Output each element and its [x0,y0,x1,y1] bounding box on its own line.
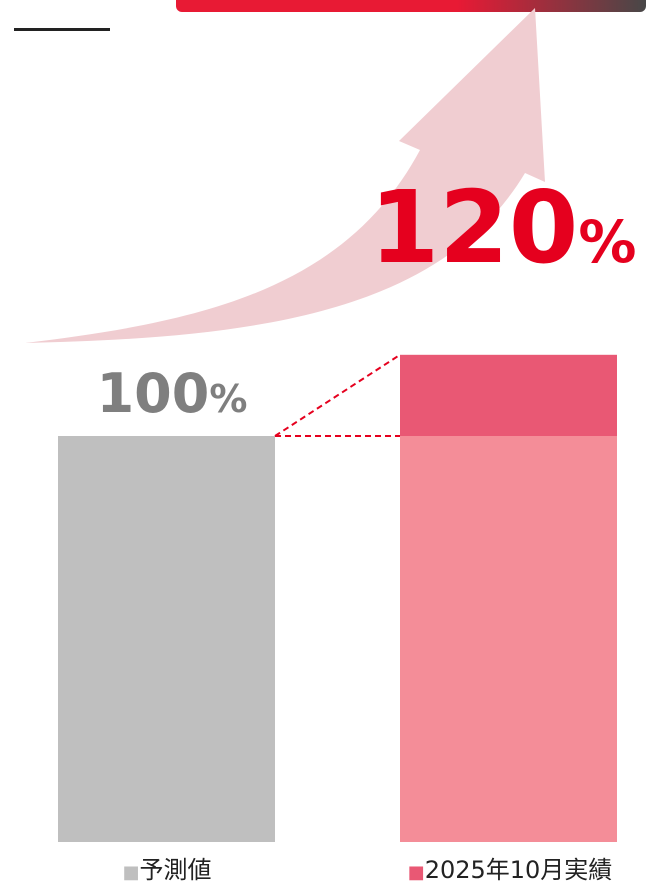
legend-layer: ■予測値 ■2025年10月実績 [122,856,612,884]
cropped-header-underline [14,28,110,31]
data-label-forecast: 100% [97,362,248,425]
bar-actual-base [400,436,617,842]
cropped-header [0,0,653,40]
bar-forecast [58,436,275,842]
bars-layer [58,354,617,842]
data-labels-layer: 100%120% [97,169,637,425]
data-label-unit: % [209,377,247,421]
legend-marker-icon: ■ [408,862,425,883]
connector-layer [274,353,401,437]
legend-marker-icon: ■ [122,862,139,883]
cropped-header-headline [176,0,646,12]
category-text: 予測値 [140,856,212,884]
data-label-value: 100 [97,362,210,425]
data-label-value: 120 [370,169,579,286]
category-label-forecast: ■予測値 [122,856,211,884]
upward-trend-arrow-icon [25,8,545,343]
category-label-actual: ■2025年10月実績 [408,856,613,884]
connector-increase-line [274,353,401,437]
bar-actual-increase [400,354,617,436]
data-label-actual: 120% [370,169,637,286]
category-text: 2025年10月実績 [425,856,613,884]
data-label-unit: % [578,208,636,276]
